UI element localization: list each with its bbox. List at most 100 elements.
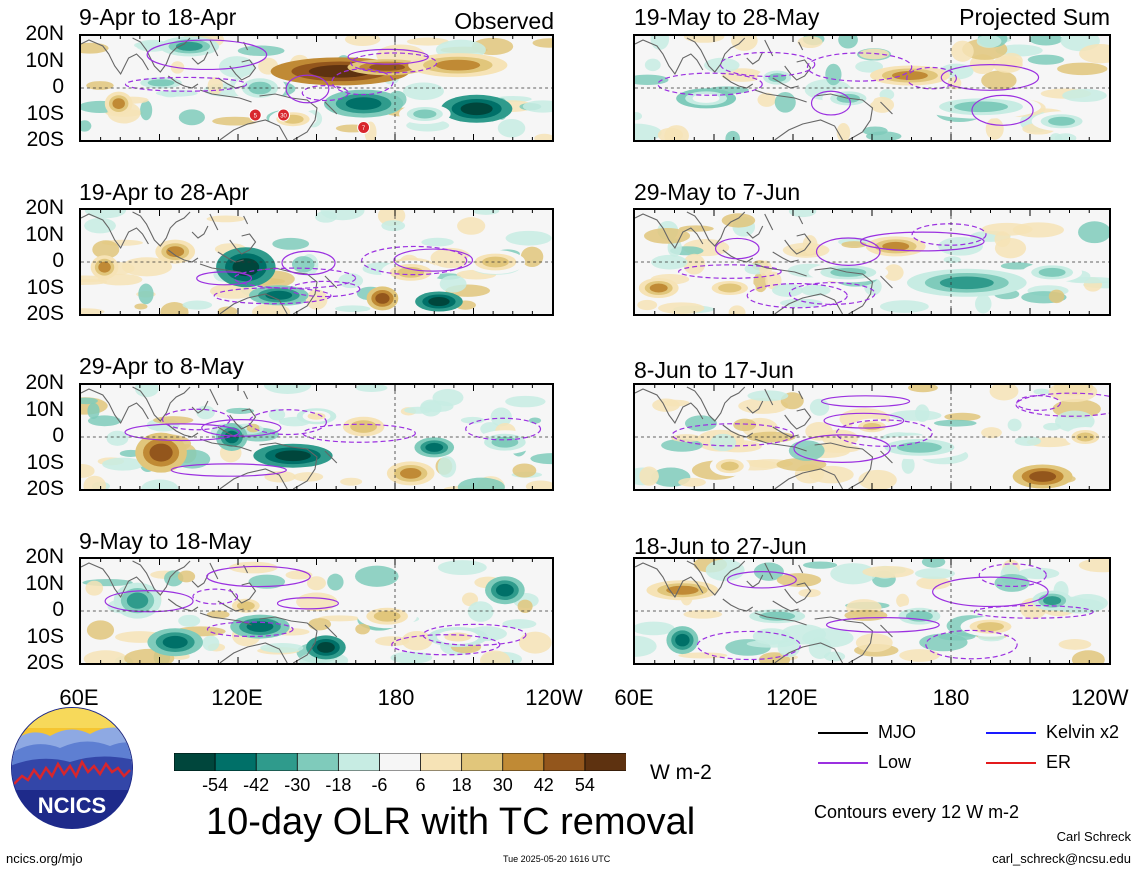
panel-7-title: 8-Jun to 17-Jun	[634, 357, 794, 383]
olr-anomaly-blob	[830, 563, 877, 585]
lat-label-row3-0: 0	[52, 424, 64, 447]
olr-anomaly-blob	[658, 302, 705, 314]
panel-6-title: 29-May to 7-Jun	[634, 179, 801, 205]
colorbar-segment	[296, 752, 340, 772]
olr-anomaly-blob	[921, 559, 946, 568]
olr-anomaly-blob	[354, 565, 399, 587]
coastline	[722, 424, 754, 438]
olr-anomaly-blob	[92, 240, 120, 259]
olr-map: 5 30 7	[81, 36, 552, 140]
olr-anomaly-blob	[85, 580, 104, 596]
olr-anomaly-blob	[1029, 471, 1057, 482]
olr-anomaly-blob	[375, 293, 390, 304]
coastline	[764, 213, 774, 231]
olr-anomaly-blob	[976, 36, 1002, 48]
olr-anomaly-blob	[345, 97, 382, 110]
olr-anomaly-blob	[858, 469, 897, 489]
colorbar-unit: W m-2	[650, 761, 712, 784]
olr-anomaly-blob	[399, 468, 422, 479]
olr-anomaly-blob	[1029, 36, 1063, 46]
olr-anomaly-blob	[797, 36, 823, 49]
olr-anomaly-blob	[1048, 289, 1065, 304]
olr-anomaly-blob	[746, 431, 796, 443]
olr-anomaly-blob	[272, 237, 310, 250]
olr-anomaly-blob	[505, 395, 546, 408]
olr-anomaly-blob	[138, 283, 154, 305]
olr-anomaly-blob	[178, 109, 205, 126]
olr-anomaly-blob	[1000, 262, 1034, 270]
coastline	[754, 612, 807, 626]
olr-anomaly-blob	[776, 458, 827, 472]
coastline	[217, 77, 244, 89]
low-contour	[973, 604, 1094, 619]
olr-anomaly-blob	[206, 215, 246, 223]
olr-anomaly-blob	[1054, 133, 1077, 140]
olr-anomaly-blob	[252, 303, 291, 314]
lon-label-180-right: 180	[932, 685, 970, 710]
low-contour	[276, 597, 339, 610]
olr-anomaly-blob	[520, 246, 544, 268]
coastline	[259, 93, 318, 140]
olr-anomaly-blob	[639, 466, 659, 486]
tc-marker: 5	[248, 108, 262, 122]
low-contour	[146, 39, 268, 71]
coastline	[199, 438, 252, 452]
low-contour	[815, 237, 881, 266]
olr-anomaly-blob	[432, 389, 464, 407]
olr-anomaly-blob	[403, 82, 444, 100]
olr-anomaly-blob	[497, 118, 526, 138]
lon-label-60e-right: 60E	[614, 685, 654, 710]
coastline	[772, 600, 799, 612]
olr-anomaly-blob	[381, 220, 406, 232]
low-contour	[422, 623, 527, 646]
coastline	[132, 386, 191, 422]
coastline	[167, 249, 199, 263]
panel-3-title: 29-Apr to 8-May	[79, 353, 244, 379]
colorbar-segment	[173, 752, 216, 772]
low-contour	[192, 588, 239, 605]
olr-anomaly-blob	[293, 472, 324, 482]
low-contour	[810, 90, 851, 116]
olr-anomaly-blob	[635, 112, 643, 121]
low-contour	[248, 409, 327, 436]
olr-anomaly-blob	[823, 651, 846, 662]
olr-anomaly-blob	[805, 422, 833, 441]
olr-anomaly-blob	[809, 398, 830, 416]
tc-marker-label: 30	[280, 114, 287, 120]
olr-anomaly-blob	[915, 404, 930, 423]
lat-label-row3-20n: 20N	[25, 371, 64, 394]
olr-anomaly-blob	[683, 609, 723, 619]
low-contour	[806, 52, 913, 82]
olr-anomaly-blob	[943, 256, 961, 264]
olr-panel-7	[633, 383, 1111, 491]
colorbar-segment	[337, 752, 381, 772]
colorbar-tick: -18	[325, 775, 352, 795]
coastline	[167, 424, 199, 438]
lon-label-180-left: 180	[377, 685, 415, 710]
low-contour	[350, 52, 438, 74]
colorbar-tick: -30	[284, 775, 311, 795]
coastline	[259, 616, 318, 663]
olr-anomaly-blob	[891, 71, 928, 81]
olr-anomaly-blob	[355, 385, 388, 392]
olr-anomaly-blob	[401, 630, 433, 651]
lat-label-row1-10s: 10S	[26, 101, 64, 125]
olr-anomaly-blob	[994, 238, 1027, 259]
olr-anomaly-blob	[725, 130, 740, 140]
low-contour	[932, 576, 1049, 608]
olr-anomaly-blob	[683, 253, 706, 275]
low-contour	[678, 264, 782, 279]
olr-anomaly-blob	[87, 415, 122, 427]
olr-anomaly-blob	[678, 477, 706, 487]
olr-anomaly-blob	[209, 283, 258, 299]
coastline	[209, 213, 219, 231]
olr-anomaly-blob	[933, 419, 977, 427]
coastline	[229, 233, 257, 255]
legend-low-label: Low	[878, 752, 912, 772]
footer-timestamp: Tue 2025-05-20 1616 UTC	[503, 854, 611, 864]
olr-anomaly-blob	[534, 133, 552, 140]
colorbar-tick: 6	[415, 775, 426, 795]
olr-panel-8	[633, 557, 1111, 665]
olr-anomaly-blob	[772, 283, 804, 297]
olr-anomaly-blob	[657, 127, 684, 140]
